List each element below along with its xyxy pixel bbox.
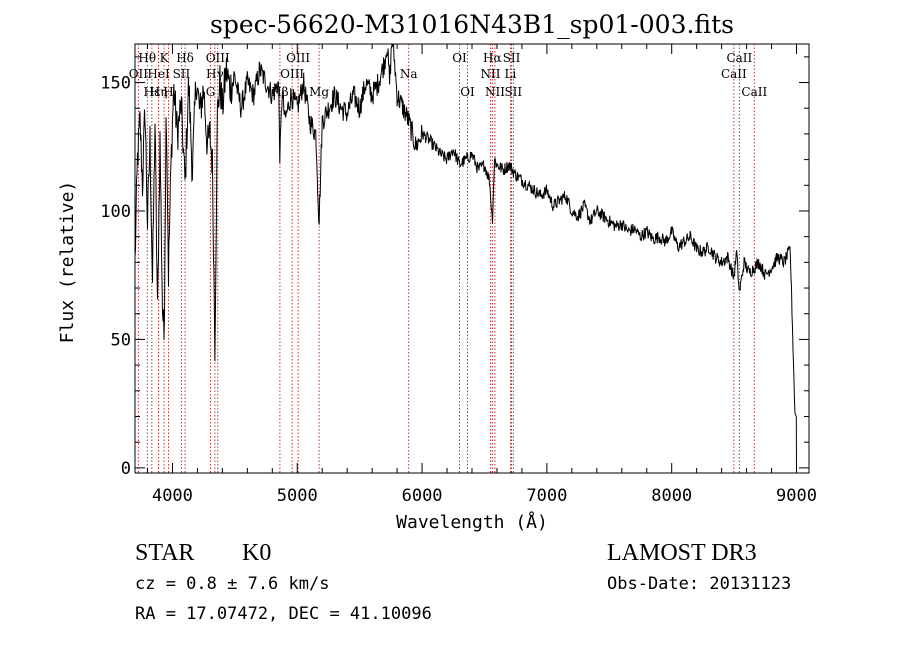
axis-tick-labels: 4000 5000 6000 7000 8000 9000 0 50 100 150 xyxy=(100,74,817,506)
line-label-13: OIII xyxy=(280,67,304,81)
object-class: STAR xyxy=(135,540,195,566)
emission-line-labels: HθOIIHεHeIHηKHSIIHδGHγOIIIHβOIIIOIIIMgNa… xyxy=(129,51,768,99)
line-label-22: Li xyxy=(505,67,517,81)
line-label-26: CaII xyxy=(726,51,752,65)
line-label-15: Mg xyxy=(309,85,329,99)
line-label-16: Na xyxy=(400,67,418,81)
x-axis-label: Wavelength (Å) xyxy=(396,511,548,533)
line-label-8: Hδ xyxy=(176,51,194,65)
coordinates-readout: RA = 17.07472, DEC = 41.10096 xyxy=(135,604,432,624)
y-tick-label-50: 50 xyxy=(111,330,131,350)
line-label-10: Hγ xyxy=(206,67,224,81)
redshift-readout: cz = 0.8 ± 7.6 km/s xyxy=(135,574,330,594)
y-axis-label: Flux (relative) xyxy=(57,181,78,344)
line-label-23: SII xyxy=(503,51,521,65)
line-label-5: K xyxy=(160,51,170,65)
x-tick-label-8000: 8000 xyxy=(651,486,692,506)
line-label-2: Hε xyxy=(144,85,161,99)
line-label-25: CaII xyxy=(721,67,747,81)
x-tick-label-6000: 6000 xyxy=(402,486,443,506)
line-label-3: HeI xyxy=(147,67,170,81)
x-tick-label-9000: 9000 xyxy=(776,486,817,506)
line-label-0: Hθ xyxy=(138,51,156,65)
spectrum-series xyxy=(134,43,797,468)
x-tick-label-5000: 5000 xyxy=(277,486,318,506)
line-label-20: Hα xyxy=(483,51,502,65)
axis-ticks xyxy=(135,44,809,473)
line-label-6: H xyxy=(163,85,173,99)
spectrum-line xyxy=(134,43,797,468)
plot-frame xyxy=(134,43,810,474)
x-tick-label-7000: 7000 xyxy=(526,486,567,506)
line-label-9: G xyxy=(206,85,216,99)
line-label-4: Hη xyxy=(150,85,168,99)
y-tick-label-0: 0 xyxy=(121,459,131,479)
x-tick-label-4000: 4000 xyxy=(152,486,193,506)
survey-name: LAMOST DR3 xyxy=(607,540,757,566)
line-label-11: OIII xyxy=(206,51,230,65)
line-label-14: OIII xyxy=(286,51,310,65)
line-label-19: NII xyxy=(480,67,500,81)
line-label-17: OI xyxy=(452,51,467,65)
line-label-7: SII xyxy=(173,67,191,81)
observation-date: Obs-Date: 20131123 xyxy=(607,574,792,594)
y-tick-label-150: 150 xyxy=(100,74,131,94)
line-label-21: NII xyxy=(485,85,505,99)
line-label-24: SII xyxy=(504,85,522,99)
line-label-18: OI xyxy=(460,85,475,99)
y-tick-label-100: 100 xyxy=(100,202,131,222)
chart-title: spec-56620-M31016N43B1_sp01-003.fits xyxy=(210,10,734,39)
line-label-27: CaII xyxy=(741,85,767,99)
line-label-1: OII xyxy=(129,67,149,81)
object-subclass: K0 xyxy=(242,540,272,566)
emission-line-markers xyxy=(137,44,755,473)
